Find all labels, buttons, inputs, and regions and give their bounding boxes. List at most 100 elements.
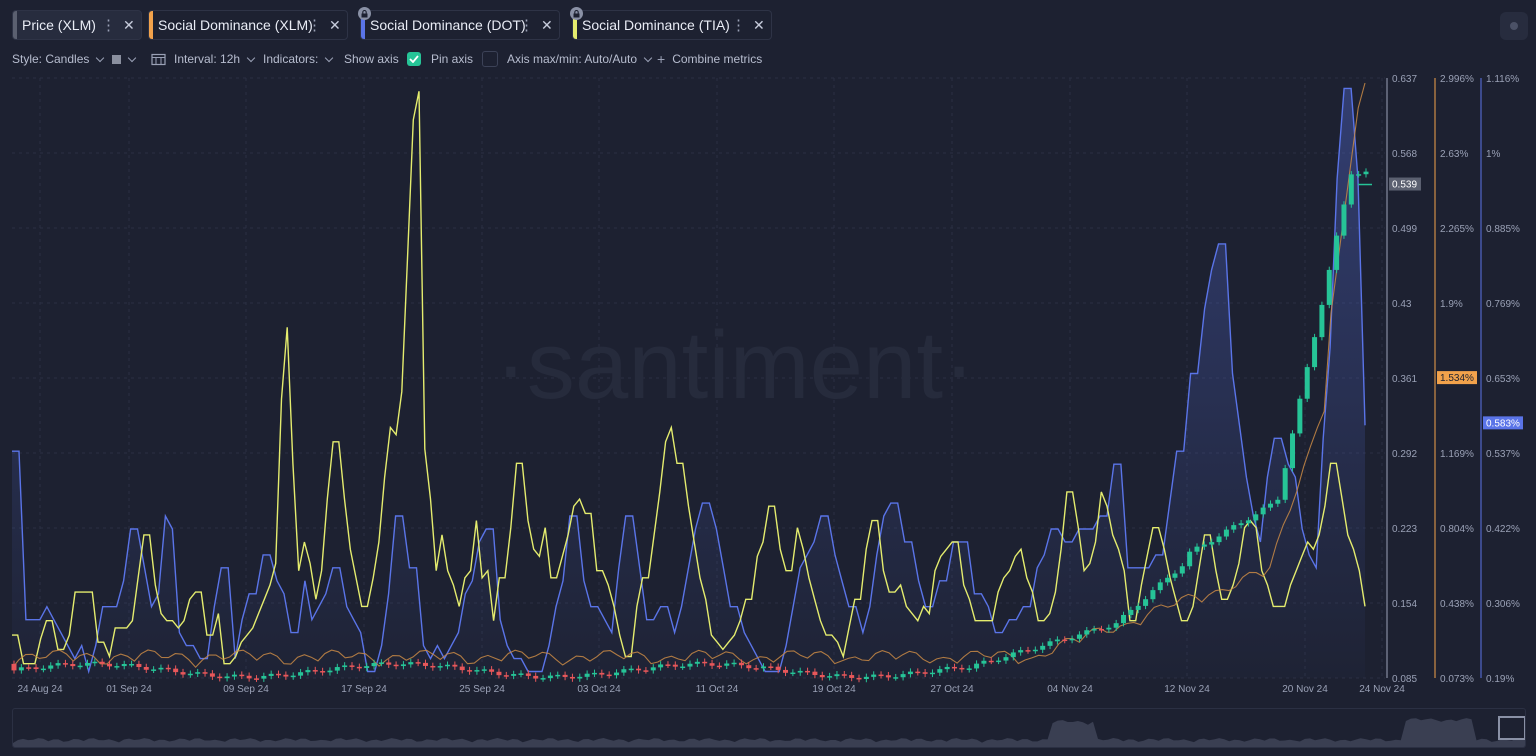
price-candle — [253, 678, 259, 680]
price-candle — [48, 665, 54, 669]
x-tick-label: 09 Sep 24 — [223, 684, 269, 695]
price-candle — [99, 661, 105, 664]
settings-button[interactable] — [1500, 12, 1528, 40]
chart-canvas[interactable]: ·santiment· 0.637 0.568 0.499 0.43 0.361 0.292… — [0, 0, 1536, 700]
price-candle — [1098, 629, 1104, 631]
style-select[interactable]: Style: Candles — [12, 48, 105, 70]
current-value-label: 0.539 — [1392, 180, 1417, 191]
price-candle — [195, 672, 201, 674]
metric-color-bar — [361, 11, 365, 39]
axis-tick-label: 0.43 — [1392, 299, 1412, 310]
navigator-range-handle[interactable] — [1498, 716, 1525, 740]
interval-select[interactable]: Interval: 12h — [151, 48, 256, 70]
axis-tick-label: 0.438% — [1440, 599, 1474, 610]
checkbox-checked-icon[interactable] — [406, 52, 421, 66]
price-candle — [1267, 503, 1273, 508]
price-candle — [878, 674, 884, 677]
price-candle — [988, 660, 994, 663]
price-candle — [827, 676, 833, 678]
price-candle — [555, 674, 561, 677]
price-candle — [445, 664, 451, 667]
price-candle — [92, 661, 98, 664]
x-tick-label: 24 Aug 24 — [17, 684, 62, 695]
price-candle — [1290, 433, 1296, 469]
price-candle — [1121, 614, 1127, 624]
color-select[interactable] — [112, 48, 137, 70]
axis-tick-label: 1% — [1486, 149, 1501, 160]
price-candle — [614, 672, 620, 676]
axis-tick-label: 0.154 — [1392, 599, 1417, 610]
price-candle — [1179, 566, 1185, 574]
close-icon[interactable]: ✕ — [329, 16, 341, 33]
more-options-icon[interactable]: ⋮ — [731, 17, 746, 34]
price-candle — [459, 666, 465, 671]
axis-tick-label: 0.223 — [1392, 524, 1417, 535]
x-tick-label: 17 Sep 24 — [341, 684, 387, 695]
price-candle — [1187, 551, 1193, 567]
combine-metrics-button[interactable]: + Combine metrics — [657, 48, 762, 70]
more-options-icon[interactable]: ⋮ — [519, 17, 534, 34]
price-candle — [540, 678, 546, 680]
metric-tab-label: Social Dominance (XLM) — [158, 17, 313, 33]
axis-tick-label: 2.996% — [1440, 74, 1474, 85]
price-candle — [217, 676, 223, 679]
price-candle — [84, 662, 90, 666]
close-icon[interactable]: ✕ — [541, 16, 553, 33]
price-candle — [959, 667, 965, 670]
price-candle — [268, 673, 274, 676]
price-candle — [1253, 514, 1259, 521]
price-candle — [636, 668, 642, 671]
more-options-icon[interactable]: ⋮ — [101, 17, 116, 34]
pin-axis-toggle[interactable]: Pin axis — [431, 48, 499, 70]
price-candle — [290, 675, 296, 678]
plus-icon: + — [657, 51, 666, 67]
price-candle — [239, 674, 245, 677]
price-candle — [283, 674, 289, 677]
price-candle — [1363, 171, 1369, 175]
axis-minmax-select[interactable]: Axis max/min: Auto/Auto — [507, 48, 653, 70]
indicators-select[interactable]: Indicators: — [263, 48, 334, 70]
metric-tab[interactable]: Social Dominance (DOT) ⋮ ✕ — [358, 7, 560, 40]
x-tick-label: 04 Nov 24 — [1047, 684, 1093, 695]
price-candle — [1260, 507, 1266, 515]
price-candle — [760, 666, 766, 669]
price-candle — [900, 674, 906, 678]
price-candle — [503, 675, 509, 677]
axis-tick-label: 0.085 — [1392, 674, 1417, 685]
checkbox-unchecked-icon[interactable] — [482, 51, 499, 67]
axis-tick-label: 1.116% — [1486, 74, 1519, 85]
axis-tick-label: 0.422% — [1486, 524, 1520, 535]
pin-axis-label: Pin axis — [431, 52, 474, 66]
price-candle — [136, 663, 142, 667]
color-swatch-icon — [112, 54, 121, 64]
metric-tab[interactable]: Social Dominance (TIA) ⋮ ✕ — [570, 7, 772, 40]
price-candle — [702, 661, 708, 664]
price-candle — [1194, 546, 1200, 552]
price-candle — [107, 663, 113, 667]
metric-color-bar — [573, 11, 577, 39]
price-candle — [783, 669, 789, 673]
metric-tab-label: Social Dominance (TIA) — [582, 17, 730, 33]
price-candle — [437, 666, 443, 668]
price-candle — [665, 664, 671, 666]
price-candle — [562, 674, 568, 677]
timeline-navigator[interactable] — [12, 708, 1526, 748]
more-options-icon[interactable]: ⋮ — [307, 17, 322, 34]
show-axis-toggle[interactable]: Show axis — [344, 48, 421, 70]
close-icon[interactable]: ✕ — [753, 16, 765, 33]
axis-tick-label: 1.9% — [1440, 299, 1463, 310]
price-candle — [591, 672, 597, 675]
metric-tab[interactable]: Social Dominance (XLM) ⋮ ✕ — [148, 10, 348, 40]
tia-series-line — [12, 91, 1366, 665]
navigator-preview — [13, 716, 1525, 747]
metric-tabs: Price (XLM) ⋮ ✕ Social Dominance (XLM) ⋮ ✕ Soc… — [0, 0, 1536, 48]
close-icon[interactable]: ✕ — [123, 16, 135, 33]
price-candle — [1348, 174, 1354, 205]
price-candle — [1040, 645, 1046, 650]
metric-tab[interactable]: Price (XLM) ⋮ ✕ — [12, 10, 142, 40]
price-candle — [173, 668, 179, 673]
dot-series-area — [12, 88, 1365, 678]
price-candle — [1341, 204, 1347, 236]
price-candle — [805, 670, 811, 673]
axis-tick-label: 0.537% — [1486, 449, 1520, 460]
